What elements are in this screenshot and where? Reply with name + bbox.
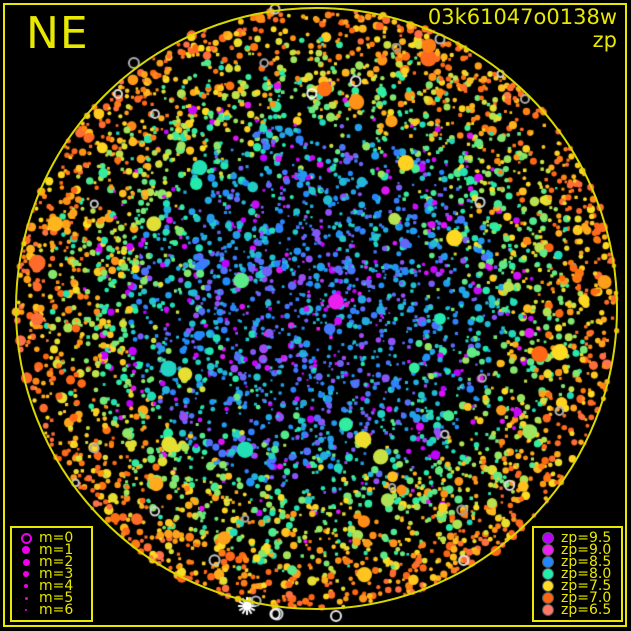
- magnitude-legend: m=0 m=1 m=2 m=3 m=4 m=5 m=6: [10, 526, 93, 622]
- zeropoint-legend-row: zp=7.5: [539, 578, 616, 594]
- zeropoint-legend-swatch-icon: [539, 569, 557, 579]
- magnitude-legend-label: m=6: [39, 602, 74, 618]
- zeropoint-legend-row: zp=9.5: [539, 530, 616, 546]
- magnitude-legend-swatch-icon: [17, 532, 35, 544]
- field-id-label: 03k61047o0138w: [427, 5, 617, 29]
- zeropoint-legend: zp=9.5 zp=9.0 zp=8.5 zp=8.0 zp=7.5 zp=7.0 zp=6…: [532, 526, 623, 622]
- zeropoint-legend-row: zp=9.0: [539, 542, 616, 558]
- zeropoint-legend-swatch-icon: [539, 581, 557, 591]
- magnitude-legend-label: m=5: [39, 590, 74, 606]
- magnitude-legend-label: m=0: [39, 530, 74, 546]
- magnitude-legend-row: m=1: [17, 542, 86, 558]
- zeropoint-legend-swatch-icon: [539, 557, 557, 567]
- magnitude-legend-row: m=3: [17, 566, 86, 582]
- magnitude-legend-row: m=0: [17, 530, 86, 546]
- magnitude-legend-swatch-icon: [17, 584, 35, 588]
- magnitude-legend-swatch-icon: [17, 571, 35, 577]
- magnitude-legend-row: m=2: [17, 554, 86, 570]
- zeropoint-legend-swatch-icon: [539, 545, 557, 555]
- zeropoint-legend-swatch-icon: [539, 605, 557, 615]
- zeropoint-legend-label: zp=9.0: [561, 542, 612, 558]
- zeropoint-legend-row: zp=8.0: [539, 566, 616, 582]
- magnitude-legend-row: m=5: [17, 590, 86, 606]
- magnitude-legend-label: m=4: [39, 578, 74, 594]
- direction-label: NE: [26, 8, 89, 59]
- zeropoint-legend-row: zp=7.0: [539, 590, 616, 606]
- magnitude-legend-row: m=6: [17, 602, 86, 618]
- zeropoint-legend-label: zp=8.5: [561, 554, 612, 570]
- zeropoint-legend-row: zp=8.5: [539, 554, 616, 570]
- magnitude-legend-label: m=1: [39, 542, 74, 558]
- magnitude-legend-swatch-icon: [17, 546, 35, 554]
- magnitude-legend-swatch-icon: [17, 596, 35, 600]
- magnitude-legend-row: m=4: [17, 578, 86, 594]
- zeropoint-legend-label: zp=7.5: [561, 578, 612, 594]
- magnitude-legend-label: m=2: [39, 554, 74, 570]
- zeropoint-legend-label: zp=8.0: [561, 566, 612, 582]
- zeropoint-legend-label: zp=9.5: [561, 530, 612, 546]
- magnitude-legend-label: m=3: [39, 566, 74, 582]
- zeropoint-legend-swatch-icon: [539, 593, 557, 603]
- zeropoint-legend-label: zp=6.5: [561, 602, 612, 618]
- zeropoint-legend-label: zp=7.0: [561, 590, 612, 606]
- magnitude-legend-swatch-icon: [17, 558, 35, 566]
- zeropoint-legend-row: zp=6.5: [539, 602, 616, 618]
- zeropoint-legend-swatch-icon: [539, 533, 557, 543]
- color-key-label: zp: [592, 28, 617, 52]
- magnitude-legend-swatch-icon: [17, 609, 35, 611]
